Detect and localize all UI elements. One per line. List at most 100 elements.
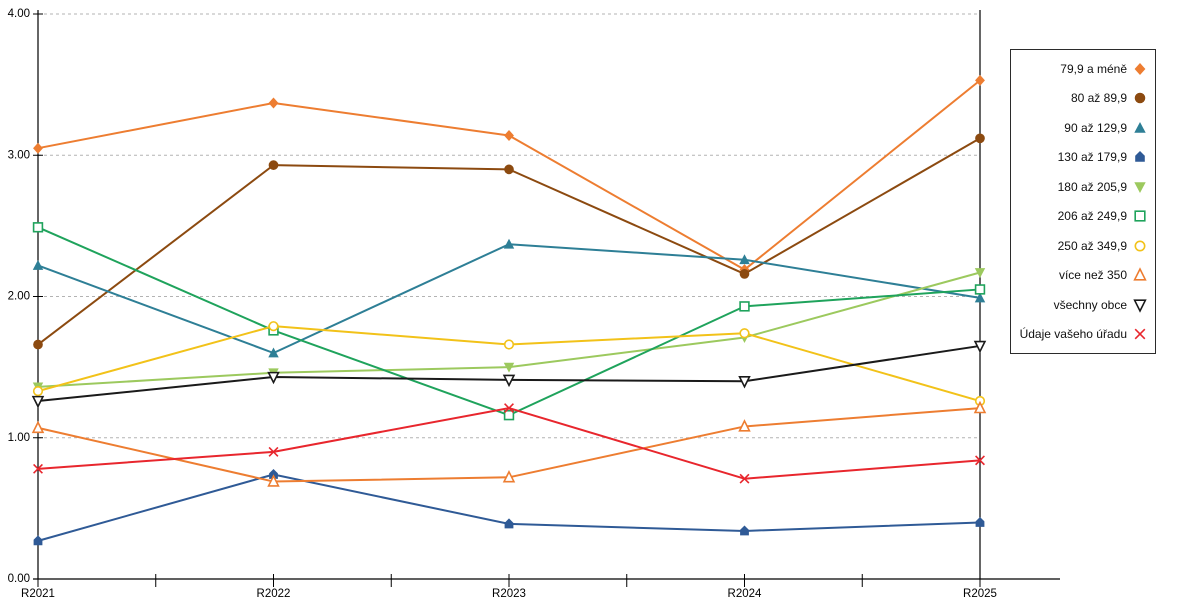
data-point	[31, 420, 45, 434]
data-point	[504, 164, 514, 175]
data-point	[268, 321, 279, 332]
data-point	[268, 347, 279, 358]
legend-label: 250 až 349,9	[1057, 238, 1127, 253]
data-point	[739, 269, 750, 279]
pentagon-filled-marker-icon	[1135, 151, 1145, 163]
legend-item: Údaje vašeho úřadu	[1011, 326, 1155, 342]
y-axis-label: 4.00	[8, 8, 30, 20]
y-axis-label: 3.00	[8, 149, 30, 161]
legend: 79,9 a méně 80 až 89,9 90 až 129,9 130 až 1…	[1010, 49, 1156, 354]
legend-item: 80 až 89,9	[1011, 90, 1155, 106]
data-point	[32, 259, 44, 270]
triangle-up-open-marker-icon	[738, 419, 751, 432]
data-point	[502, 374, 516, 388]
x-axis-label: R2022	[257, 588, 291, 600]
series-line	[37, 473, 981, 542]
diamond-filled-marker-icon	[975, 74, 985, 86]
circle-open-marker-icon	[268, 321, 279, 332]
x-marker-icon	[975, 455, 985, 466]
data-point	[33, 142, 43, 154]
data-point	[738, 419, 751, 432]
x-axis-label: R2025	[963, 588, 997, 600]
triangle-up-filled-marker-icon	[974, 292, 986, 303]
pentagon-filled-marker-icon	[269, 468, 278, 479]
diamond-filled-marker-icon	[504, 129, 514, 141]
diamond-filled-marker-icon	[268, 97, 279, 109]
x-marker-icon	[504, 403, 514, 414]
data-point	[503, 339, 515, 350]
x-marker-icon	[33, 463, 43, 474]
circle-open-marker-icon	[1134, 240, 1146, 252]
data-point	[739, 473, 750, 484]
triangle-up-open-marker-icon	[1133, 267, 1147, 281]
square-open-marker-icon	[503, 409, 515, 421]
data-point	[33, 463, 43, 474]
legend-item: všechny obce	[1011, 297, 1155, 313]
pentagon-filled-legend-icon	[1135, 151, 1145, 163]
legend-label: všechny obce	[1053, 297, 1127, 312]
data-point	[739, 254, 750, 265]
data-point	[973, 400, 987, 414]
data-point	[503, 238, 515, 249]
legend-item: 180 až 205,9	[1011, 179, 1155, 195]
data-point	[268, 97, 279, 109]
square-open-marker-icon	[974, 284, 986, 295]
triangle-up-filled-marker-icon	[503, 238, 515, 249]
triangle-down-filled-marker-icon	[1134, 181, 1146, 193]
data-point	[268, 160, 279, 170]
triangle-up-filled-marker-icon	[268, 347, 279, 358]
triangle-up-filled-marker-icon	[32, 259, 44, 270]
triangle-up-open-marker-icon	[267, 474, 280, 487]
data-point	[739, 301, 750, 312]
square-open-legend-icon	[1134, 210, 1146, 222]
data-point	[268, 446, 279, 457]
data-point	[740, 525, 749, 536]
data-point	[269, 468, 278, 479]
x-axis-label: R2021	[21, 588, 55, 600]
triangle-up-filled-legend-icon	[1134, 121, 1146, 133]
circle-open-marker-icon	[739, 328, 750, 339]
data-point	[504, 403, 514, 414]
pentagon-filled-marker-icon	[33, 535, 43, 546]
data-point	[975, 517, 985, 527]
data-point	[31, 395, 45, 409]
triangle-up-open-marker-icon	[31, 420, 45, 434]
triangle-up-open-marker-icon	[973, 400, 987, 414]
diamond-filled-marker-icon	[1134, 62, 1146, 75]
circle-filled-marker-icon	[504, 164, 514, 175]
data-point	[32, 222, 44, 233]
triangle-up-filled-marker-icon	[739, 254, 750, 265]
data-point	[974, 268, 986, 278]
data-point	[504, 129, 514, 141]
data-point	[974, 284, 986, 295]
data-point	[33, 535, 43, 546]
y-axis-label: 0.00	[8, 573, 30, 585]
legend-item: 90 až 129,9	[1011, 120, 1155, 136]
triangle-down-filled-legend-icon	[1134, 181, 1146, 193]
x-marker-icon	[739, 473, 750, 484]
circle-open-marker-icon	[32, 386, 44, 397]
x-marker-icon	[1134, 328, 1146, 340]
diamond-filled-legend-icon	[1134, 62, 1146, 75]
diamond-filled-marker-icon	[33, 142, 43, 154]
data-point	[267, 371, 280, 385]
pentagon-filled-marker-icon	[504, 518, 514, 529]
data-point	[975, 133, 985, 144]
triangle-down-open-marker-icon	[1133, 299, 1147, 313]
legend-label: 90 až 129,9	[1064, 120, 1127, 135]
legend-item: více než 350	[1011, 267, 1155, 283]
circle-filled-marker-icon	[1134, 92, 1146, 104]
square-open-marker-icon	[1134, 210, 1146, 222]
circle-filled-marker-icon	[268, 160, 279, 170]
data-point	[33, 339, 43, 350]
data-point	[975, 455, 985, 466]
circle-filled-marker-icon	[739, 269, 750, 279]
data-point	[504, 518, 514, 529]
legend-label: 130 až 179,9	[1057, 150, 1127, 165]
triangle-down-open-marker-icon	[502, 374, 516, 388]
data-point	[267, 474, 280, 487]
legend-item: 206 až 249,9	[1011, 208, 1155, 224]
circle-open-marker-icon	[503, 339, 515, 350]
triangle-up-filled-marker-icon	[1134, 121, 1146, 133]
